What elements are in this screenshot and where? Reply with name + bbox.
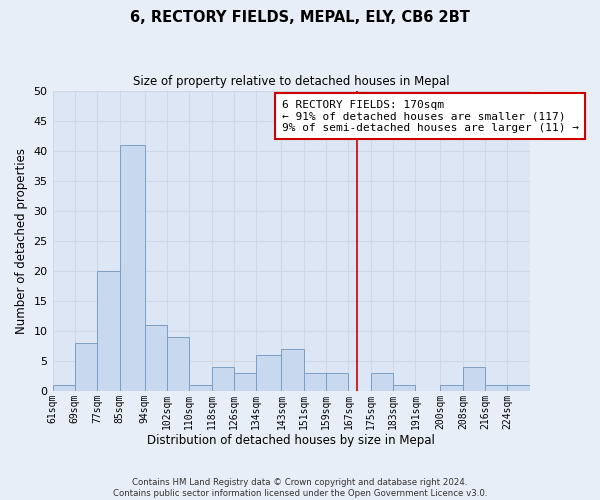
Bar: [145, 325, 167, 391]
Bar: [485, 385, 508, 391]
Bar: [304, 373, 326, 391]
Bar: [371, 373, 393, 391]
Bar: [75, 343, 97, 391]
Bar: [167, 337, 189, 391]
Bar: [256, 355, 281, 391]
Bar: [53, 385, 75, 391]
Bar: [119, 144, 145, 391]
Bar: [212, 367, 234, 391]
Text: 6 RECTORY FIELDS: 170sqm
← 91% of detached houses are smaller (117)
9% of semi-d: 6 RECTORY FIELDS: 170sqm ← 91% of detach…: [281, 100, 578, 133]
Text: Contains HM Land Registry data © Crown copyright and database right 2024.
Contai: Contains HM Land Registry data © Crown c…: [113, 478, 487, 498]
Bar: [189, 385, 212, 391]
Bar: [508, 385, 530, 391]
Bar: [393, 385, 415, 391]
Y-axis label: Number of detached properties: Number of detached properties: [15, 148, 28, 334]
Text: 6, RECTORY FIELDS, MEPAL, ELY, CB6 2BT: 6, RECTORY FIELDS, MEPAL, ELY, CB6 2BT: [130, 10, 470, 25]
Bar: [281, 349, 304, 391]
Bar: [440, 385, 463, 391]
Bar: [234, 373, 256, 391]
X-axis label: Distribution of detached houses by size in Mepal: Distribution of detached houses by size …: [147, 434, 435, 448]
Bar: [326, 373, 349, 391]
Bar: [97, 271, 119, 391]
Bar: [463, 367, 485, 391]
Title: Size of property relative to detached houses in Mepal: Size of property relative to detached ho…: [133, 75, 449, 88]
